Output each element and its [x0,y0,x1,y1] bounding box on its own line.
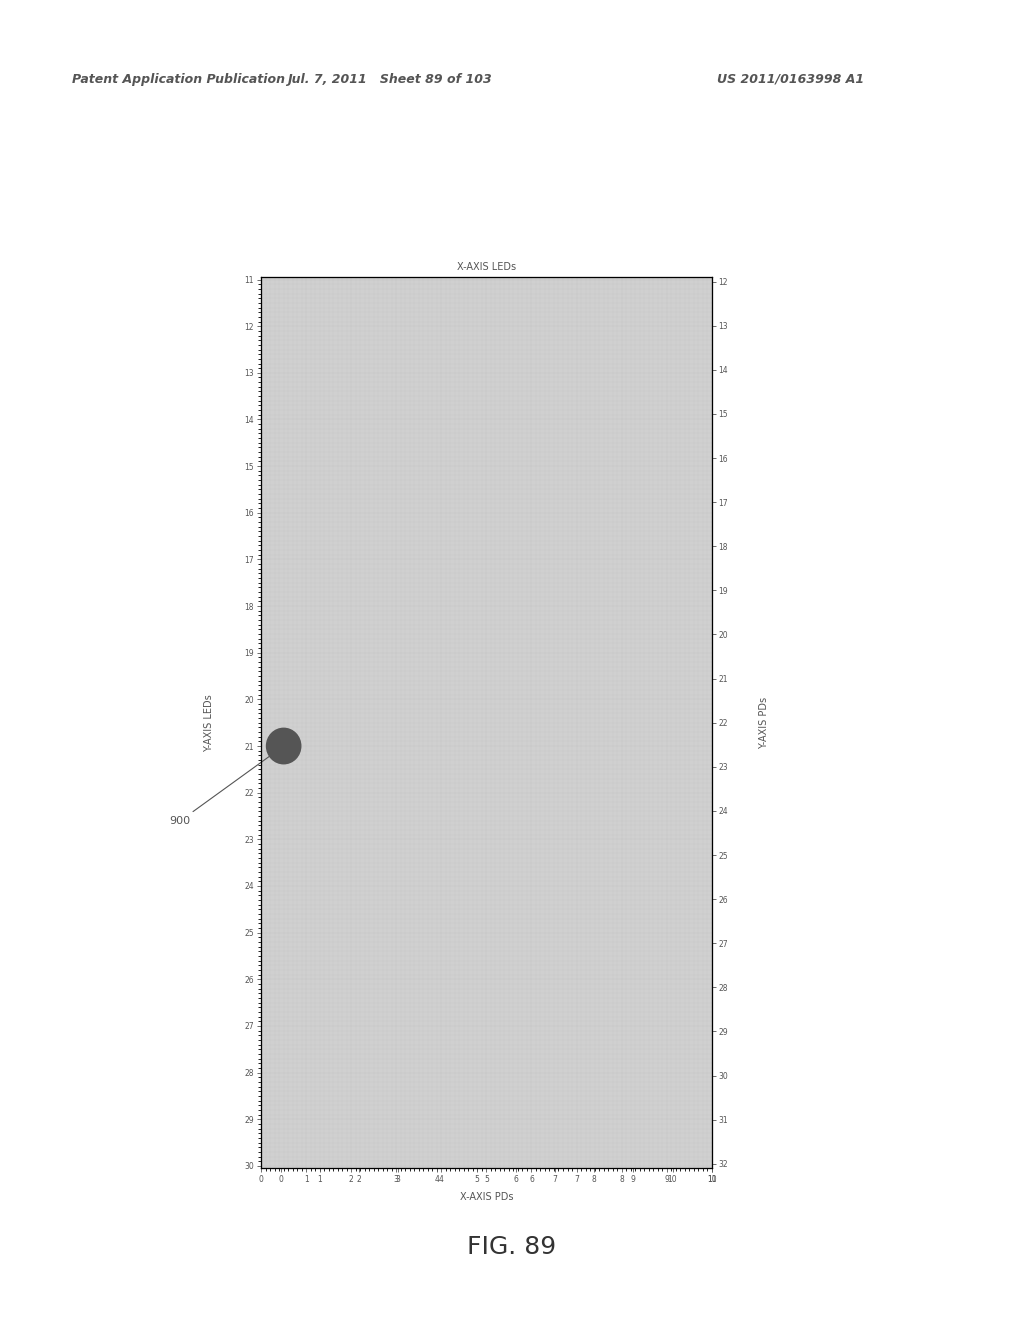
Text: Jul. 7, 2011   Sheet 89 of 103: Jul. 7, 2011 Sheet 89 of 103 [287,73,492,86]
Circle shape [266,729,301,764]
Y-axis label: Y-AXIS PDs: Y-AXIS PDs [759,697,769,748]
Text: FIG. 89: FIG. 89 [467,1236,557,1259]
X-axis label: X-AXIS LEDs: X-AXIS LEDs [457,263,516,272]
X-axis label: X-AXIS PDs: X-AXIS PDs [460,1192,513,1203]
Y-axis label: Y-AXIS LEDs: Y-AXIS LEDs [204,694,214,751]
Text: 900: 900 [169,747,282,826]
Text: US 2011/0163998 A1: US 2011/0163998 A1 [717,73,864,86]
Text: Patent Application Publication: Patent Application Publication [72,73,285,86]
